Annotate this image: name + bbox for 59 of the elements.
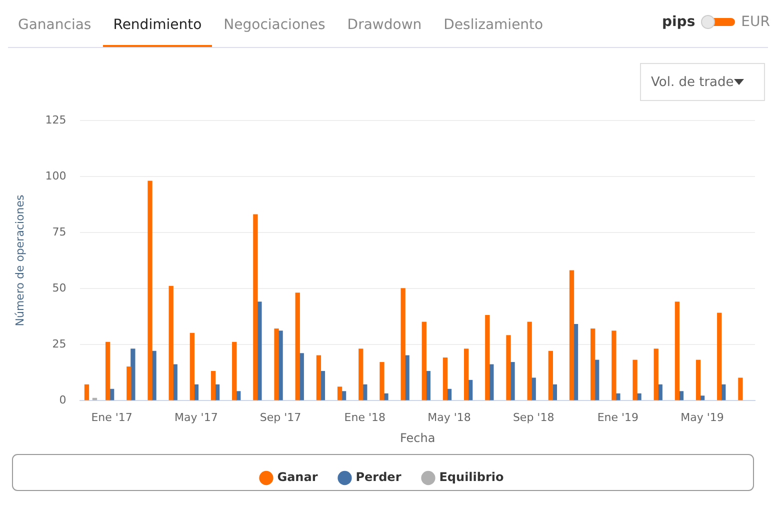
bar [190, 332, 195, 400]
y-axis-title: Número de operaciones [13, 194, 26, 326]
text: Drawdown [346, 16, 423, 35]
bar [569, 270, 574, 400]
bar [590, 328, 596, 400]
x-tick-label: Ene '17 [91, 410, 132, 424]
x-tick-label: May '18 [428, 410, 471, 424]
x-tick-label: Sep '18 [512, 410, 554, 424]
y-tick-label: 25 [52, 337, 66, 350]
bar [738, 378, 743, 400]
bar [400, 288, 406, 400]
x-tick-label: Ene '18 [344, 410, 386, 424]
bar [485, 315, 490, 400]
text: Ganancias [17, 16, 92, 35]
y-tick-label: 75 [52, 225, 66, 238]
bar [316, 355, 322, 400]
bar [506, 335, 511, 400]
bar [380, 362, 384, 400]
bar [548, 350, 553, 400]
legend-label: Ganar [277, 470, 318, 484]
x-tick-label: May '19 [680, 410, 724, 424]
x-tick-label: Sep '17 [260, 410, 302, 424]
legend-label: Equilibrio [439, 470, 504, 484]
bar [126, 366, 132, 400]
x-tick-label: May '17 [174, 410, 218, 424]
text: Deslizamiento [442, 16, 544, 35]
bar [442, 358, 448, 400]
bar [105, 342, 110, 400]
y-tick-label: 100 [45, 169, 66, 182]
x-tick-label: Ene '19 [597, 410, 639, 424]
text: pips [662, 14, 696, 30]
text: Negociaciones [222, 16, 326, 35]
bar [295, 292, 300, 400]
bar [274, 328, 279, 400]
bar [674, 302, 680, 400]
bar [84, 384, 90, 400]
bar [717, 312, 722, 400]
y-tick-label: 125 [45, 113, 66, 126]
bar [422, 322, 426, 400]
x-axis-title: Fecha [400, 430, 436, 445]
bar [337, 386, 342, 400]
bar [148, 180, 152, 400]
text: EUR [741, 14, 770, 30]
bar [527, 322, 532, 400]
bar [612, 330, 616, 400]
text: Vol. de trade [651, 74, 734, 90]
y-tick-label: 0 [59, 393, 66, 406]
bar [464, 348, 469, 400]
bar [253, 214, 258, 400]
y-tick-label: 50 [52, 281, 66, 294]
bar [232, 342, 237, 400]
bar [654, 348, 658, 400]
text: Rendimiento [103, 0, 212, 47]
bar [168, 286, 174, 400]
bar [210, 370, 216, 400]
bar [632, 360, 638, 400]
legend-label: Perder [356, 470, 402, 484]
bar [358, 348, 364, 400]
bar [696, 360, 701, 400]
